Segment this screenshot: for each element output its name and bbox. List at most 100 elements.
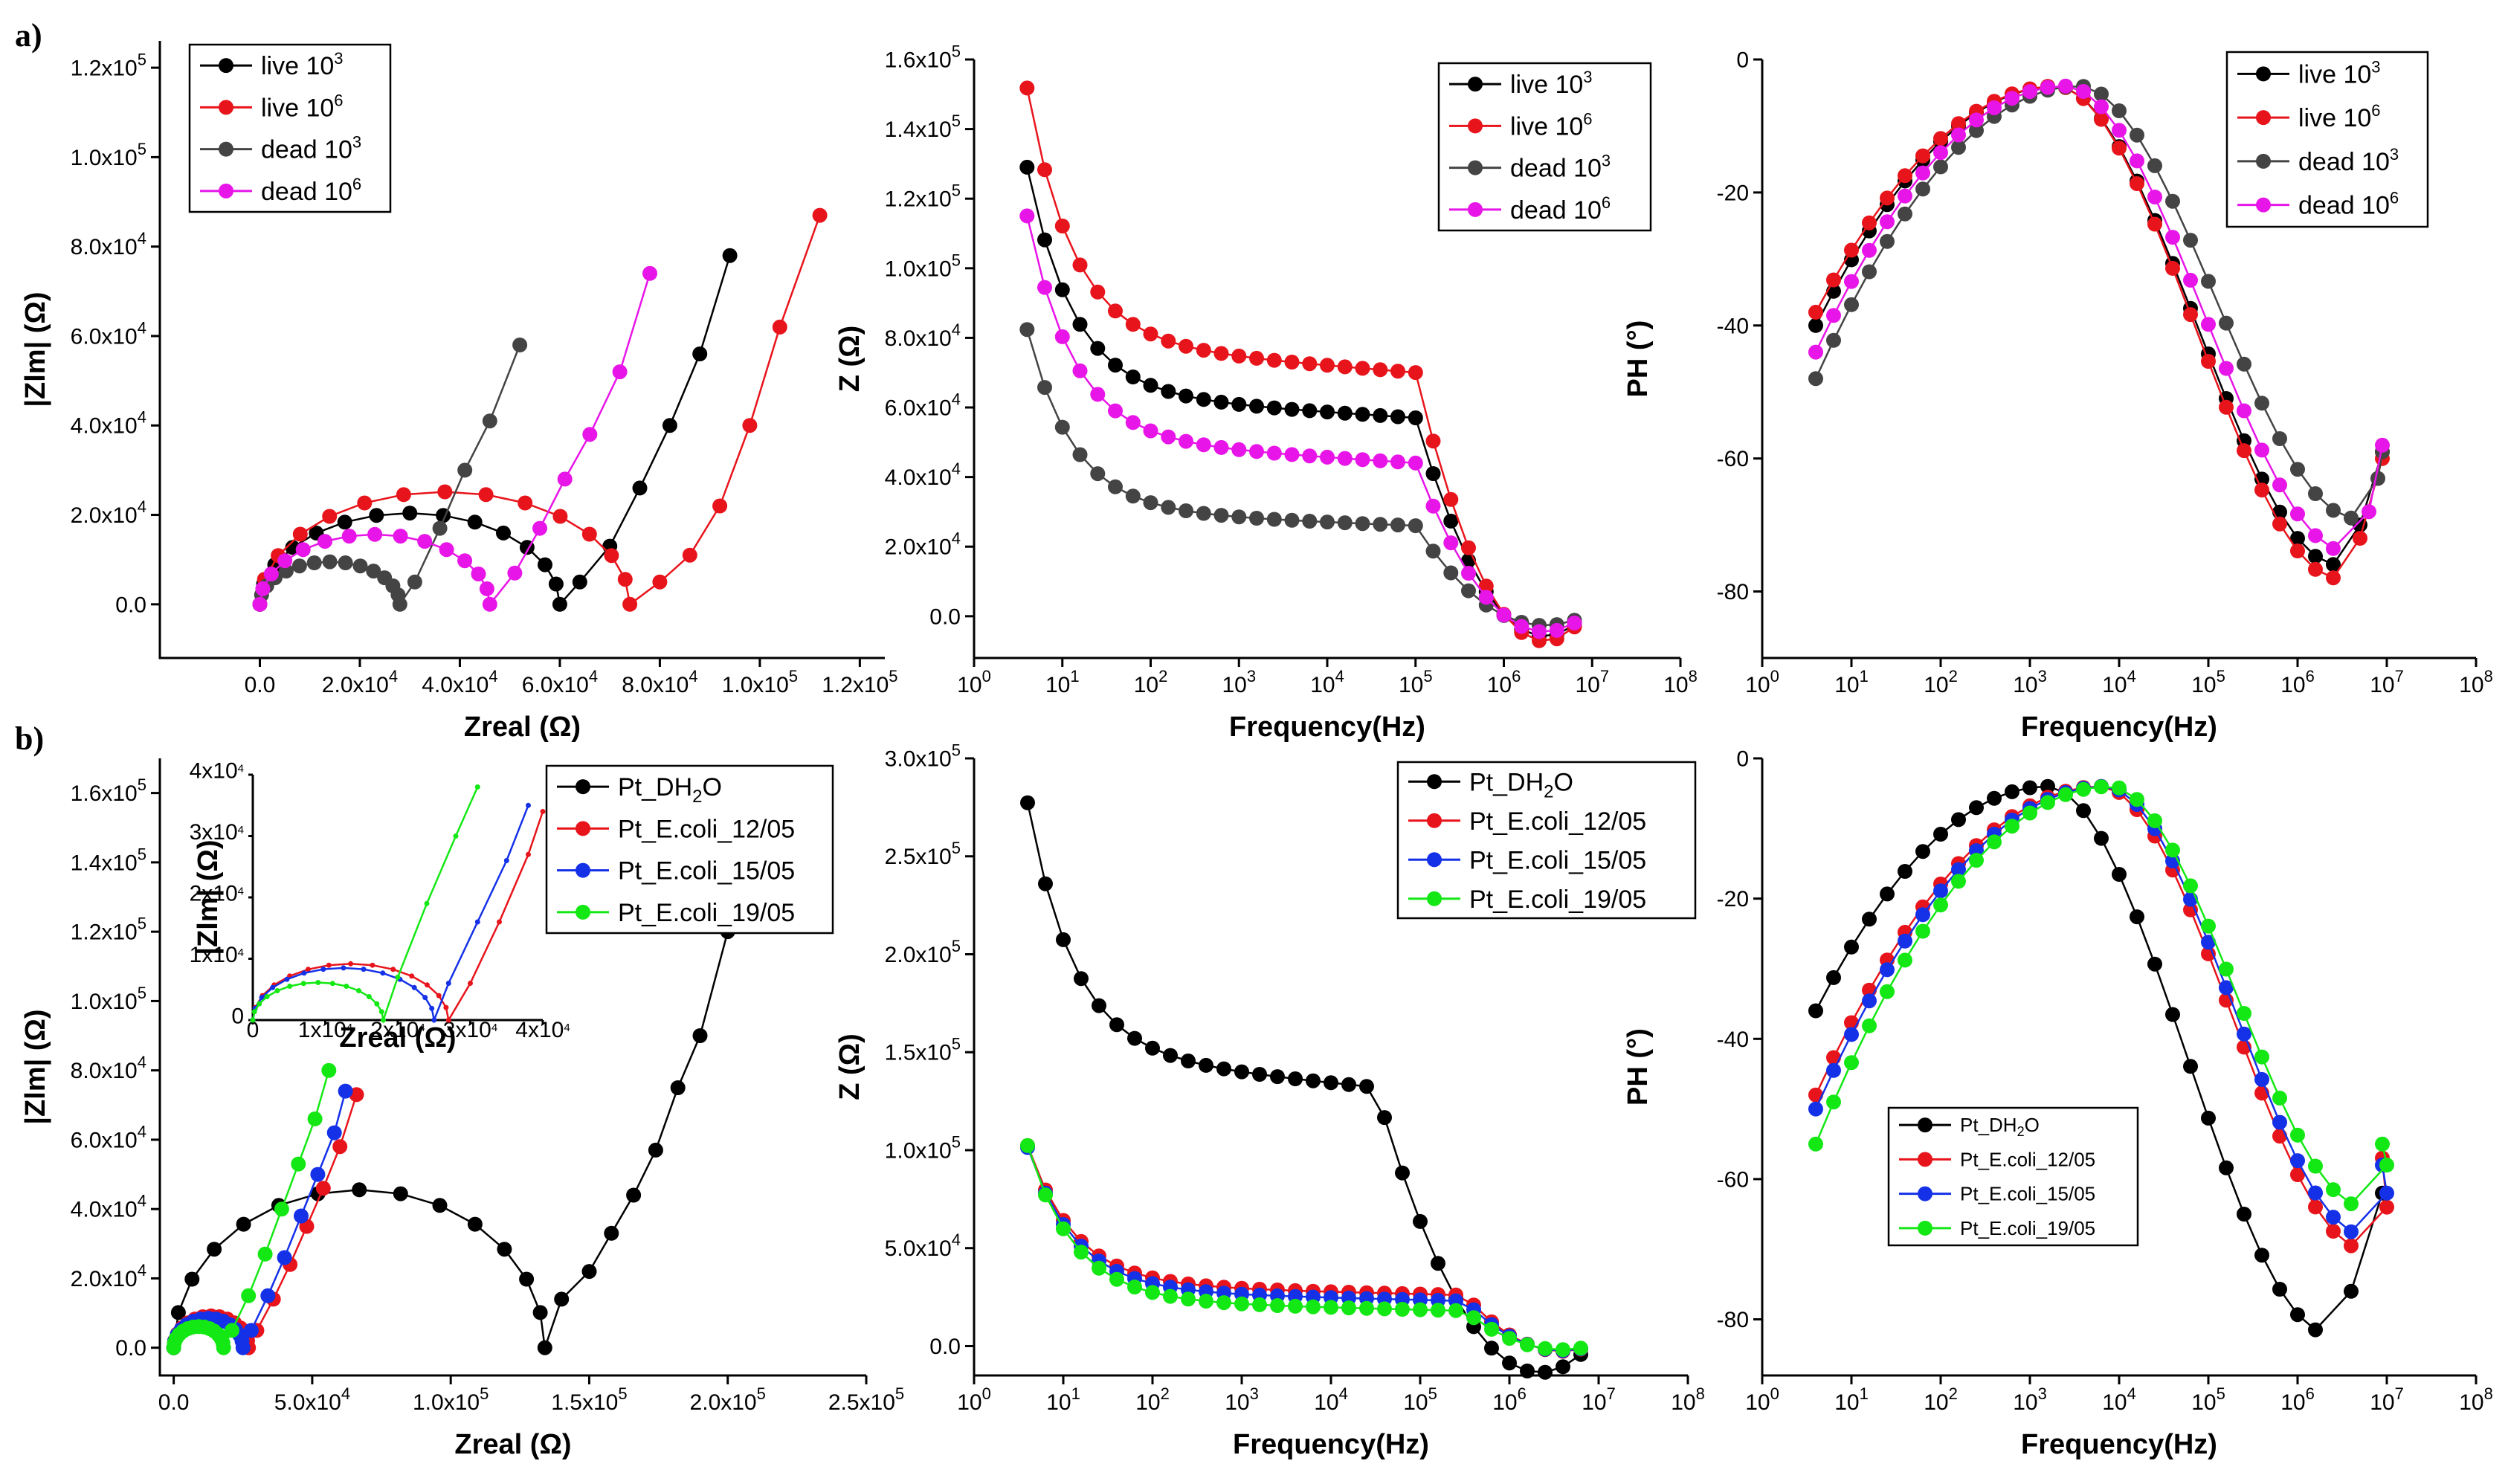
data-point bbox=[662, 418, 677, 433]
data-point bbox=[1520, 1337, 1535, 1352]
data-point bbox=[2022, 780, 2037, 796]
x-axis-title: Zreal (Ω) bbox=[339, 1022, 456, 1054]
data-point bbox=[2219, 361, 2234, 376]
data-point bbox=[1196, 506, 1211, 521]
y-tick-label: -80 bbox=[1717, 1308, 1749, 1332]
y-tick-label: 1.2x105 bbox=[885, 181, 961, 212]
data-point bbox=[2362, 504, 2376, 520]
axis-frame bbox=[1761, 758, 2476, 1377]
y-tick-label: 8.0x104 bbox=[71, 1053, 146, 1083]
data-point bbox=[1038, 876, 1053, 891]
data-point bbox=[257, 1246, 273, 1262]
data-point bbox=[1090, 341, 1106, 356]
x-tick-label: 0.0 bbox=[158, 1390, 190, 1415]
data-point bbox=[1808, 1003, 1823, 1019]
data-point bbox=[395, 974, 401, 980]
y-tick-label: 1.0x105 bbox=[885, 1132, 961, 1163]
data-point bbox=[1484, 1321, 1499, 1337]
data-point bbox=[2254, 396, 2269, 411]
data-point bbox=[581, 1264, 597, 1280]
data-point bbox=[1266, 400, 1282, 416]
y-tick-label: 8.0x104 bbox=[885, 320, 961, 351]
y-tick-label: 0.0 bbox=[929, 1335, 961, 1359]
data-point bbox=[2272, 431, 2287, 446]
data-point bbox=[2094, 99, 2109, 114]
data-point bbox=[393, 1186, 408, 1201]
data-point bbox=[1216, 1061, 1231, 1077]
legend-entry: live 103 bbox=[2237, 57, 2381, 88]
data-point bbox=[1355, 407, 1370, 422]
data-point bbox=[259, 995, 265, 1001]
data-point bbox=[1266, 352, 1282, 368]
data-point bbox=[1862, 215, 1877, 230]
data-point bbox=[243, 1323, 259, 1338]
legend-label: dead 106 bbox=[261, 175, 361, 206]
data-point bbox=[2201, 354, 2216, 369]
data-point bbox=[526, 851, 531, 857]
series-1 bbox=[1808, 778, 2390, 1338]
legend-marker bbox=[1427, 891, 1442, 906]
data-point bbox=[317, 534, 332, 549]
data-point bbox=[424, 900, 430, 906]
data-point bbox=[2112, 141, 2127, 156]
data-point bbox=[1373, 517, 1388, 532]
data-point bbox=[2112, 867, 2127, 882]
legend-label: Pt_E.coli_15/05 bbox=[1960, 1183, 2095, 1205]
y-tick-label: 0 bbox=[1736, 48, 1749, 73]
legend-box bbox=[188, 43, 392, 213]
x-tick-label: 2.0x104 bbox=[322, 667, 398, 697]
data-point bbox=[1284, 512, 1300, 528]
data-point bbox=[417, 534, 433, 549]
data-point bbox=[1092, 998, 1106, 1013]
data-point bbox=[692, 1028, 708, 1043]
data-point bbox=[2076, 781, 2091, 797]
legend-box bbox=[545, 764, 834, 935]
data-point bbox=[341, 529, 357, 544]
y-tick-label: -60 bbox=[1717, 1167, 1749, 1192]
data-point bbox=[2254, 1248, 2269, 1263]
legend-entry: dead 106 bbox=[1449, 193, 1611, 225]
y-axis-title: Z (Ω) bbox=[834, 326, 865, 393]
data-point bbox=[2344, 1224, 2359, 1239]
data-point bbox=[2130, 176, 2144, 191]
data-point bbox=[2272, 516, 2287, 532]
x-tick-label: 100 bbox=[957, 1384, 991, 1415]
data-point bbox=[1880, 214, 1895, 230]
y-tick-label: 1.4x105 bbox=[71, 845, 146, 875]
legend-label: Pt_E.coli_15/05 bbox=[618, 857, 795, 885]
data-point bbox=[1390, 517, 1405, 533]
series-line bbox=[173, 1091, 346, 1352]
data-point bbox=[1337, 405, 1353, 421]
legend-marker bbox=[576, 821, 590, 836]
data-point bbox=[1987, 790, 2002, 806]
data-point bbox=[1341, 1077, 1356, 1092]
data-point bbox=[2344, 1283, 2359, 1299]
data-point bbox=[1302, 356, 1318, 372]
series-4 bbox=[1808, 78, 2390, 556]
data-point bbox=[497, 919, 502, 925]
legend-label: Pt_DH2O bbox=[1960, 1114, 2040, 1139]
data-point bbox=[1443, 491, 1459, 507]
data-point bbox=[1844, 242, 1859, 258]
data-point bbox=[2254, 1071, 2269, 1087]
chart-a3: 100 101 102 103 104 105 106 107 108 0 -20 -40 -60 -80… bbox=[1622, 48, 2493, 743]
data-point bbox=[2112, 103, 2127, 118]
data-point bbox=[1324, 1075, 1338, 1091]
x-tick-label: 1.2x105 bbox=[822, 667, 897, 697]
data-point bbox=[1213, 394, 1229, 410]
data-point bbox=[632, 480, 648, 496]
series-4 bbox=[1020, 1138, 1588, 1358]
data-point bbox=[1143, 378, 1158, 393]
data-point bbox=[652, 574, 668, 590]
data-point bbox=[1090, 284, 1106, 300]
data-point bbox=[1898, 188, 1912, 204]
legend-marker bbox=[1918, 1186, 1932, 1201]
data-point bbox=[1056, 932, 1071, 947]
x-tick-label: 3x104 bbox=[443, 1018, 497, 1042]
data-point bbox=[648, 1142, 663, 1158]
y-tick-label: 4x104 bbox=[190, 759, 244, 784]
data-point bbox=[474, 919, 480, 925]
legend: live 103 live 106 dead 103 dead 106 bbox=[1437, 62, 1652, 232]
legend-entry: Pt_E.coli_15/05 bbox=[1408, 846, 1646, 874]
data-point bbox=[352, 558, 368, 574]
